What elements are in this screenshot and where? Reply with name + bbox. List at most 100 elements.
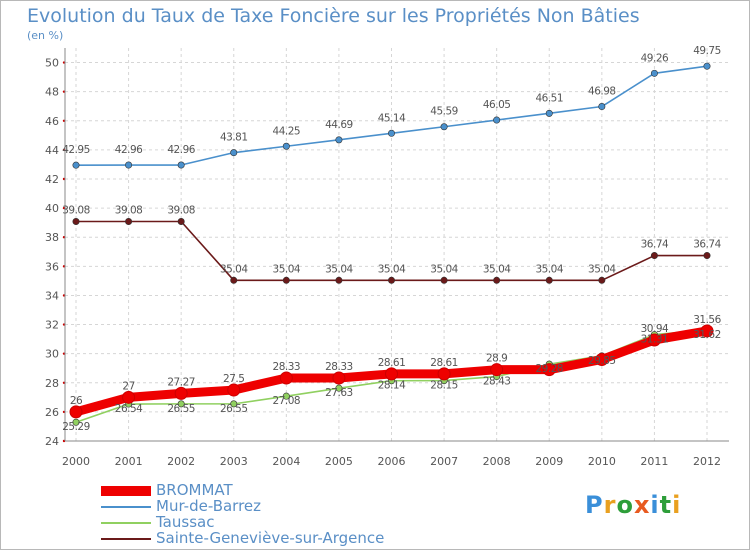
point-brommat-2004 — [279, 371, 293, 385]
logo-letter: i — [672, 491, 682, 519]
data-label-brommat-2000: 26 — [70, 395, 83, 407]
y-tick-label-34: 34 — [45, 289, 59, 302]
point-brommat-2012 — [700, 324, 714, 338]
data-label-brommat-2006: 28.61 — [378, 357, 406, 369]
logo-letter: i — [650, 491, 660, 519]
point-mur-de-barrez-2005 — [335, 136, 343, 144]
point-sainte-genevieve-sur-argence-2006 — [387, 276, 395, 284]
point-taussac-2004 — [282, 392, 290, 400]
point-brommat-2010 — [595, 352, 609, 366]
point-sainte-genevieve-sur-argence-2000 — [72, 218, 80, 226]
point-sainte-genevieve-sur-argence-2010 — [598, 276, 606, 284]
point-mur-de-barrez-2003 — [230, 149, 238, 157]
data-label-brommat-2003: 27.5 — [223, 373, 244, 385]
point-mur-de-barrez-2010 — [598, 103, 606, 111]
point-taussac-2005 — [335, 384, 343, 392]
point-taussac-2002 — [177, 400, 185, 408]
data-label-mur-de-barrez-2005: 44.69 — [325, 119, 353, 131]
legend-swatch-brommat — [101, 486, 151, 496]
chart-subtitle: (en %) — [27, 29, 64, 42]
data-label-sainte-genevieve-sur-argence-2006: 35.04 — [378, 263, 406, 275]
point-sainte-genevieve-sur-argence-2005 — [335, 276, 343, 284]
y-tick-label-38: 38 — [45, 231, 59, 244]
point-sainte-genevieve-sur-argence-2001 — [125, 218, 133, 226]
x-tick-label-2009: 2009 — [535, 455, 563, 468]
data-label-brommat-2007: 28.61 — [430, 357, 458, 369]
data-label-sainte-genevieve-sur-argence-2003: 35.04 — [220, 263, 248, 275]
data-label-mur-de-barrez-2001: 42.96 — [115, 144, 143, 156]
data-label-taussac-2006: 28.14 — [378, 380, 406, 392]
point-brommat-2009 — [542, 363, 556, 377]
data-label-taussac-2011: 31.31 — [641, 334, 669, 346]
x-tick-label-2002: 2002 — [167, 455, 195, 468]
data-label-brommat-2001: 27 — [122, 380, 134, 392]
data-label-sainte-genevieve-sur-argence-2005: 35.04 — [325, 263, 353, 275]
data-label-mur-de-barrez-2002: 42.96 — [167, 144, 195, 156]
point-brommat-2005 — [332, 371, 346, 385]
x-tick-label-2003: 2003 — [220, 455, 248, 468]
x-tick-label-2006: 2006 — [378, 455, 406, 468]
legend-swatch-taussac — [101, 522, 151, 524]
logo-letter: P — [585, 491, 604, 519]
data-label-mur-de-barrez-2008: 46.05 — [483, 99, 511, 111]
data-label-taussac-2007: 28.15 — [430, 380, 458, 392]
point-mur-de-barrez-2001 — [125, 161, 133, 169]
point-mur-de-barrez-2000 — [72, 161, 80, 169]
legend: BROMMAT Mur-de-Barrez Taussac Sainte-Gen… — [101, 481, 431, 547]
data-label-sainte-genevieve-sur-argence-2010: 35.04 — [588, 263, 616, 275]
point-sainte-genevieve-sur-argence-2009 — [545, 276, 553, 284]
point-sainte-genevieve-sur-argence-2008 — [493, 276, 501, 284]
point-brommat-2003 — [227, 383, 241, 397]
point-sainte-genevieve-sur-argence-2004 — [282, 276, 290, 284]
data-label-brommat-2005: 28.33 — [325, 361, 353, 373]
logo-letter: t — [659, 491, 673, 519]
data-label-mur-de-barrez-2003: 43.81 — [220, 132, 248, 144]
legend-label-sainte-genevieve: Sainte-Geneviève-sur-Argence — [156, 529, 385, 547]
data-label-taussac-2002: 26.55 — [167, 403, 195, 415]
y-tick-label-30: 30 — [45, 348, 59, 361]
x-tick-label-2012: 2012 — [693, 455, 721, 468]
x-tick-label-2008: 2008 — [483, 455, 511, 468]
point-taussac-2000 — [72, 418, 80, 426]
data-label-sainte-genevieve-sur-argence-2007: 35.04 — [430, 263, 458, 275]
legend-label-taussac: Taussac — [156, 513, 215, 531]
logo-letter: o — [616, 491, 634, 519]
data-label-sainte-genevieve-sur-argence-2004: 35.04 — [273, 263, 301, 275]
point-sainte-genevieve-sur-argence-2012 — [703, 252, 711, 260]
legend-item-taussac: Taussac — [101, 513, 431, 531]
point-sainte-genevieve-sur-argence-2007 — [440, 276, 448, 284]
legend-label-brommat: BROMMAT — [156, 481, 233, 499]
legend-swatch-mur-de-barrez — [101, 506, 151, 508]
y-tick-label-32: 32 — [45, 319, 59, 332]
data-label-mur-de-barrez-2007: 45.59 — [430, 106, 458, 118]
point-mur-de-barrez-2009 — [545, 109, 553, 117]
data-label-mur-de-barrez-2000: 42.95 — [62, 144, 90, 156]
y-tick-label-42: 42 — [45, 173, 59, 186]
chart-title: Evolution du Taux de Taxe Foncière sur l… — [27, 5, 640, 27]
point-mur-de-barrez-2011 — [650, 69, 658, 77]
y-tick-label-44: 44 — [45, 144, 59, 157]
point-sainte-genevieve-sur-argence-2011 — [650, 252, 658, 260]
data-label-sainte-genevieve-sur-argence-2000: 39.08 — [62, 205, 90, 217]
x-tick-label-2011: 2011 — [640, 455, 668, 468]
data-label-taussac-2005: 27.63 — [325, 387, 353, 399]
legend-swatch-sainte-genevieve — [101, 538, 151, 540]
data-label-mur-de-barrez-2011: 49.26 — [641, 52, 669, 64]
data-label-taussac-2000: 25.29 — [62, 421, 90, 433]
data-label-taussac-2008: 28.43 — [483, 376, 511, 388]
y-tick-label-36: 36 — [45, 260, 59, 273]
legend-label-mur-de-barrez: Mur-de-Barrez — [156, 497, 262, 515]
y-tick-label-28: 28 — [45, 377, 59, 390]
point-sainte-genevieve-sur-argence-2003 — [230, 276, 238, 284]
point-brommat-2001 — [122, 390, 136, 404]
y-tick-label-26: 26 — [45, 406, 59, 419]
data-label-taussac-2009: 29.28 — [535, 363, 563, 375]
logo-letter: r — [603, 491, 617, 519]
data-label-sainte-genevieve-sur-argence-2001: 39.08 — [115, 205, 143, 217]
point-sainte-genevieve-sur-argence-2002 — [177, 218, 185, 226]
series — [69, 62, 714, 426]
y-tick-label-40: 40 — [45, 202, 59, 215]
point-brommat-2002 — [174, 386, 188, 400]
data-label-mur-de-barrez-2006: 45.14 — [378, 112, 406, 124]
